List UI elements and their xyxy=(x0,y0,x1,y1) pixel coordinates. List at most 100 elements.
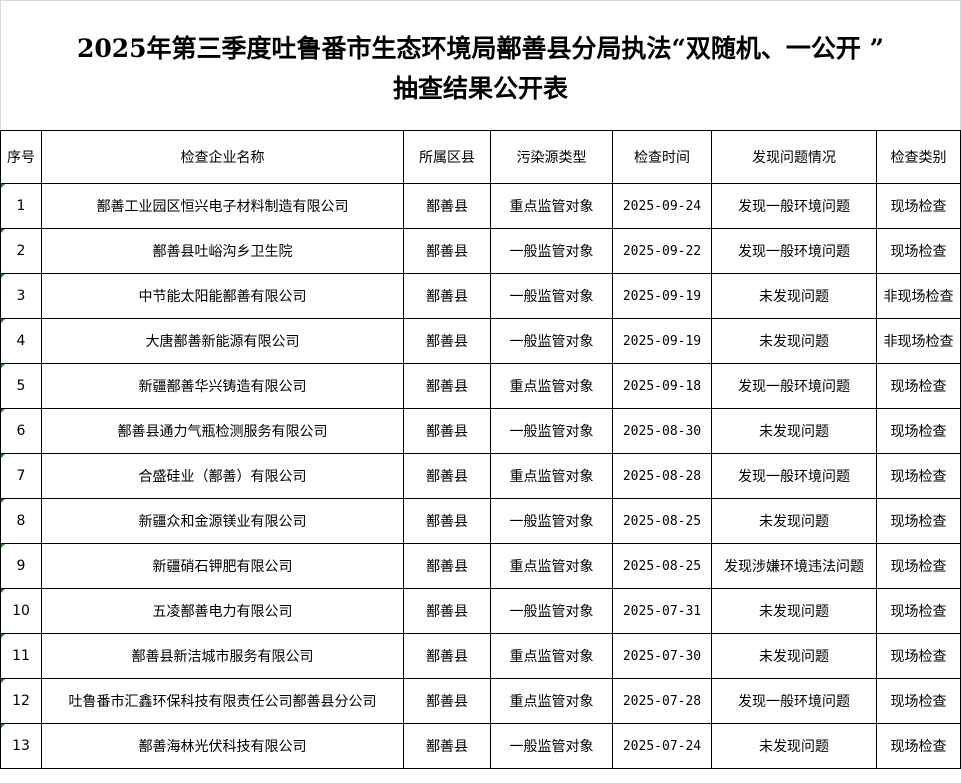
cell-source-type[interactable]: 一般监管对象 xyxy=(490,723,613,769)
cell-district[interactable]: 鄯善县 xyxy=(403,588,491,634)
cell-date[interactable]: 2025-09-24 xyxy=(612,183,712,229)
cell-date[interactable]: 2025-07-30 xyxy=(612,633,712,679)
cell-district[interactable]: 鄯善县 xyxy=(403,498,491,544)
cell-company[interactable]: 五凌鄯善电力有限公司 xyxy=(41,588,404,634)
cell-company[interactable]: 大唐鄯善新能源有限公司 xyxy=(41,318,404,364)
cell-category[interactable]: 非现场检查 xyxy=(876,318,961,364)
cell-findings[interactable]: 未发现问题 xyxy=(711,633,877,679)
cell-index[interactable]: 13 xyxy=(0,723,42,769)
cell-category[interactable]: 现场检查 xyxy=(876,453,961,499)
cell-findings[interactable]: 未发现问题 xyxy=(711,588,877,634)
cell-index[interactable]: 8 xyxy=(0,498,42,544)
table-row: 11 鄯善县新洁城市服务有限公司 鄯善县 重点监管对象 2025-07-30 未发现问题现… xyxy=(0,633,961,679)
cell-findings[interactable]: 发现一般环境问题 xyxy=(711,453,877,499)
cell-index[interactable]: 1 xyxy=(0,183,42,229)
header-row: 序号 检查企业名称 所属区县 污染源类型 检查时间 发现问题情况 检查类别 xyxy=(0,130,961,184)
cell-findings[interactable]: 发现一般环境问题 xyxy=(711,678,877,724)
cell-date[interactable]: 2025-07-31 xyxy=(612,588,712,634)
cell-index[interactable]: 5 xyxy=(0,363,42,409)
cell-source-type[interactable]: 重点监管对象 xyxy=(490,678,613,724)
cell-category[interactable]: 非现场检查 xyxy=(876,273,961,319)
cell-index[interactable]: 9 xyxy=(0,543,42,589)
cell-district[interactable]: 鄯善县 xyxy=(403,363,491,409)
cell-findings[interactable]: 发现一般环境问题 xyxy=(711,363,877,409)
cell-category[interactable]: 现场检查 xyxy=(876,408,961,454)
table-row: 6 鄯善县通力气瓶检测服务有限公司 鄯善县 一般监管对象 2025-08-30 未发现问题… xyxy=(0,408,961,454)
cell-district[interactable]: 鄯善县 xyxy=(403,273,491,319)
cell-date[interactable]: 2025-08-25 xyxy=(612,498,712,544)
cell-source-type[interactable]: 一般监管对象 xyxy=(490,498,613,544)
cell-district[interactable]: 鄯善县 xyxy=(403,318,491,364)
cell-findings[interactable]: 发现一般环境问题 xyxy=(711,228,877,274)
cell-category[interactable]: 现场检查 xyxy=(876,498,961,544)
cell-date[interactable]: 2025-09-18 xyxy=(612,363,712,409)
cell-date[interactable]: 2025-09-19 xyxy=(612,318,712,364)
cell-index[interactable]: 10 xyxy=(0,588,42,634)
cell-source-type[interactable]: 一般监管对象 xyxy=(490,318,613,364)
cell-category[interactable]: 现场检查 xyxy=(876,588,961,634)
cell-category[interactable]: 现场检查 xyxy=(876,363,961,409)
cell-findings[interactable]: 未发现问题 xyxy=(711,318,877,364)
cell-index[interactable]: 3 xyxy=(0,273,42,319)
cell-findings[interactable]: 未发现问题 xyxy=(711,273,877,319)
cell-district[interactable]: 鄯善县 xyxy=(403,453,491,499)
cell-category[interactable]: 现场检查 xyxy=(876,633,961,679)
cell-index[interactable]: 6 xyxy=(0,408,42,454)
cell-date[interactable]: 2025-08-28 xyxy=(612,453,712,499)
header-date: 检查时间 xyxy=(612,130,712,184)
cell-category[interactable]: 现场检查 xyxy=(876,723,961,769)
cell-source-type[interactable]: 重点监管对象 xyxy=(490,183,613,229)
cell-date[interactable]: 2025-09-19 xyxy=(612,273,712,319)
cell-company[interactable]: 鄯善县通力气瓶检测服务有限公司 xyxy=(41,408,404,454)
cell-findings[interactable]: 未发现问题 xyxy=(711,408,877,454)
cell-source-type[interactable]: 一般监管对象 xyxy=(490,408,613,454)
cell-index[interactable]: 12 xyxy=(0,678,42,724)
cell-date[interactable]: 2025-07-28 xyxy=(612,678,712,724)
cell-source-type[interactable]: 重点监管对象 xyxy=(490,543,613,589)
cell-index[interactable]: 4 xyxy=(0,318,42,364)
cell-date[interactable]: 2025-09-22 xyxy=(612,228,712,274)
cell-source-type[interactable]: 重点监管对象 xyxy=(490,453,613,499)
cell-index[interactable]: 7 xyxy=(0,453,42,499)
cell-date[interactable]: 2025-08-25 xyxy=(612,543,712,589)
header-company: 检查企业名称 xyxy=(41,130,404,184)
cell-company[interactable]: 中节能太阳能鄯善有限公司 xyxy=(41,273,404,319)
header-district: 所属区县 xyxy=(403,130,491,184)
cell-company[interactable]: 合盛硅业（鄯善）有限公司 xyxy=(41,453,404,499)
cell-index[interactable]: 2 xyxy=(0,228,42,274)
cell-district[interactable]: 鄯善县 xyxy=(403,723,491,769)
table-row: 12 吐鲁番市汇鑫环保科技有限责任公司鄯善县分公司 鄯善县 重点监管对象 2025-07… xyxy=(0,678,961,724)
cell-category[interactable]: 现场检查 xyxy=(876,228,961,274)
cell-district[interactable]: 鄯善县 xyxy=(403,228,491,274)
cell-source-type[interactable]: 重点监管对象 xyxy=(490,363,613,409)
cell-district[interactable]: 鄯善县 xyxy=(403,543,491,589)
cell-company[interactable]: 鄯善海林光伏科技有限公司 xyxy=(41,723,404,769)
cell-source-type[interactable]: 一般监管对象 xyxy=(490,273,613,319)
cell-findings[interactable]: 未发现问题 xyxy=(711,723,877,769)
table-row: 5 新疆鄯善华兴铸造有限公司 鄯善县 重点监管对象 2025-09-18 发现一般环境问题… xyxy=(0,363,961,409)
cell-district[interactable]: 鄯善县 xyxy=(403,183,491,229)
cell-company[interactable]: 新疆鄯善华兴铸造有限公司 xyxy=(41,363,404,409)
cell-district[interactable]: 鄯善县 xyxy=(403,678,491,724)
cell-source-type[interactable]: 一般监管对象 xyxy=(490,588,613,634)
cell-category[interactable]: 现场检查 xyxy=(876,678,961,724)
cell-category[interactable]: 现场检查 xyxy=(876,543,961,589)
cell-source-type[interactable]: 一般监管对象 xyxy=(490,228,613,274)
cell-date[interactable]: 2025-07-24 xyxy=(612,723,712,769)
cell-district[interactable]: 鄯善县 xyxy=(403,633,491,679)
cell-index[interactable]: 11 xyxy=(0,633,42,679)
cell-company[interactable]: 新疆硝石钾肥有限公司 xyxy=(41,543,404,589)
cell-findings[interactable]: 发现涉嫌环境违法问题 xyxy=(711,543,877,589)
cell-district[interactable]: 鄯善县 xyxy=(403,408,491,454)
cell-company[interactable]: 鄯善县吐峪沟乡卫生院 xyxy=(41,228,404,274)
cell-date[interactable]: 2025-08-30 xyxy=(612,408,712,454)
cell-company[interactable]: 鄯善工业园区恒兴电子材料制造有限公司 xyxy=(41,183,404,229)
cell-company[interactable]: 吐鲁番市汇鑫环保科技有限责任公司鄯善县分公司 xyxy=(41,678,404,724)
cell-company[interactable]: 鄯善县新洁城市服务有限公司 xyxy=(41,633,404,679)
cell-source-type[interactable]: 重点监管对象 xyxy=(490,633,613,679)
cell-findings[interactable]: 未发现问题 xyxy=(711,498,877,544)
header-source-type: 污染源类型 xyxy=(490,130,613,184)
cell-findings[interactable]: 发现一般环境问题 xyxy=(711,183,877,229)
cell-company[interactable]: 新疆众和金源镁业有限公司 xyxy=(41,498,404,544)
cell-category[interactable]: 现场检查 xyxy=(876,183,961,229)
